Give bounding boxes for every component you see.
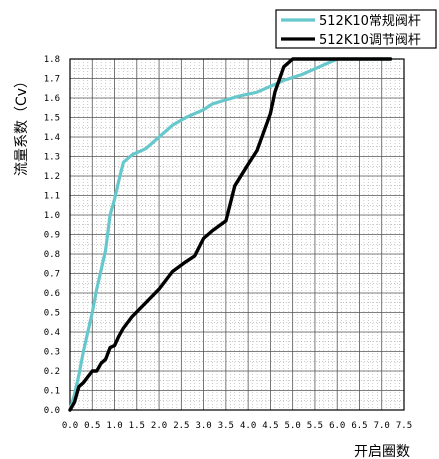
y-tick-label: 1.3 <box>44 153 60 163</box>
x-tick-label: 2.0 <box>151 421 167 431</box>
y-tick-label: 0.4 <box>44 328 60 338</box>
y-tick-label: 1.2 <box>44 172 60 182</box>
x-tick-label: 2.5 <box>173 421 189 431</box>
x-tick-label: 1.0 <box>106 421 122 431</box>
series-line-0 <box>68 57 393 412</box>
series-line-1 <box>68 57 393 412</box>
x-tick-label: 6.5 <box>351 421 367 431</box>
y-tick-label: 0.6 <box>44 289 60 299</box>
series-lines <box>68 57 393 412</box>
y-axis-label: 流量系数（Cv） <box>14 74 30 176</box>
x-tick-label: 5.5 <box>307 421 323 431</box>
x-tick-label: 1.5 <box>129 421 145 431</box>
y-tick-label: 0.8 <box>44 250 60 260</box>
x-tick-label: 5.0 <box>285 421 301 431</box>
y-tick-label: 0.9 <box>44 231 60 241</box>
y-tick-label: 0.5 <box>44 309 60 319</box>
x-tick-label: 3.5 <box>218 421 234 431</box>
y-tick-label: 1.6 <box>44 94 60 104</box>
plot-frame <box>69 58 405 411</box>
x-tick-label: 7.0 <box>374 421 390 431</box>
y-tick-label: 1.1 <box>44 192 60 202</box>
grid <box>69 58 405 411</box>
y-tick-label: 0.2 <box>44 367 60 377</box>
y-tick-label: 1.0 <box>44 211 60 221</box>
y-tick-label: 0.1 <box>44 387 60 397</box>
legend-label-1: 512K10调节阀杆 <box>319 33 421 48</box>
x-tick-label: 4.5 <box>262 421 278 431</box>
tick-labels: 0.0 0.5 1.0 1.5 2.0 2.5 3.0 3.5 4.0 4.5 5.0 5.5 6.0 6… <box>44 55 412 431</box>
x-tick-label: 4.0 <box>240 421 256 431</box>
x-axis-label: 开启圈数 <box>354 444 410 459</box>
plot-border <box>69 58 405 411</box>
y-tick-label: 0.7 <box>44 270 60 280</box>
x-tick-label: 0.0 <box>62 421 78 431</box>
x-tick-label: 3.0 <box>195 421 211 431</box>
legend-box <box>275 9 437 49</box>
legend: 512K10常规阀杆 512K10调节阀杆 <box>275 9 437 49</box>
y-tick-label: 1.8 <box>44 55 60 65</box>
y-tick-label: 1.5 <box>44 114 60 124</box>
y-tick-label: 0.0 <box>44 406 60 416</box>
y-tick-label: 1.4 <box>44 133 60 143</box>
x-tick-label: 7.5 <box>396 421 412 431</box>
x-tick-label: 6.0 <box>329 421 345 431</box>
y-tick-label: 1.7 <box>44 75 60 85</box>
y-tick-label: 0.3 <box>44 348 60 358</box>
x-tick-label: 0.5 <box>84 421 100 431</box>
legend-label-0: 512K10常规阀杆 <box>319 14 421 29</box>
